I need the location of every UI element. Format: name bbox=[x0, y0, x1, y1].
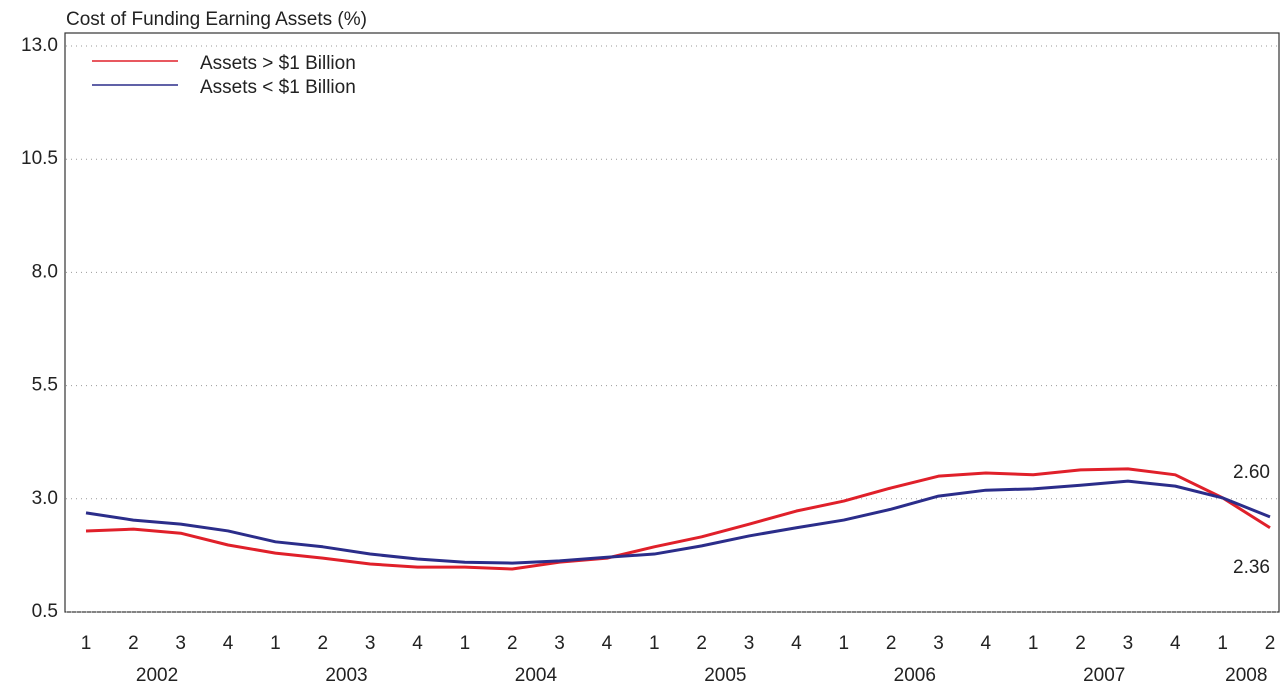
x-tick-label: 4 bbox=[981, 633, 992, 654]
year-label: 2008 bbox=[1225, 665, 1267, 686]
x-tick-label: 2 bbox=[128, 633, 139, 654]
x-tick-label: 2 bbox=[696, 633, 707, 654]
x-tick-label: 4 bbox=[602, 633, 613, 654]
y-tick-label: 3.0 bbox=[32, 488, 58, 509]
x-tick-label: 3 bbox=[365, 633, 376, 654]
x-tick-label: 3 bbox=[933, 633, 944, 654]
x-tick-label: 2 bbox=[1265, 633, 1276, 654]
x-tick-label: 2 bbox=[318, 633, 329, 654]
legend-label: Assets < $1 Billion bbox=[200, 77, 356, 98]
y-tick-label: 10.5 bbox=[21, 148, 58, 169]
x-tick-label: 1 bbox=[1217, 633, 1228, 654]
year-label: 2006 bbox=[894, 665, 936, 686]
y-tick-label: 8.0 bbox=[32, 261, 58, 282]
plot-frame bbox=[64, 32, 1280, 613]
value-label: 2.36 bbox=[1233, 557, 1270, 578]
y-tick-label: 0.5 bbox=[32, 601, 58, 622]
x-tick-label: 1 bbox=[649, 633, 660, 654]
x-tick-label: 3 bbox=[175, 633, 186, 654]
x-tick-label: 3 bbox=[744, 633, 755, 654]
x-tick-label: 1 bbox=[460, 633, 471, 654]
x-tick-label: 1 bbox=[81, 633, 92, 654]
x-tick-label: 2 bbox=[1075, 633, 1086, 654]
year-label: 2005 bbox=[704, 665, 746, 686]
year-label: 2007 bbox=[1083, 665, 1125, 686]
series-line bbox=[85, 467, 1271, 571]
x-tick-label: 4 bbox=[223, 633, 234, 654]
chart-title: Cost of Funding Earning Assets (%) bbox=[66, 9, 367, 30]
x-tick-label: 4 bbox=[1170, 633, 1181, 654]
x-tick-label: 4 bbox=[791, 633, 802, 654]
x-tick-label: 3 bbox=[554, 633, 565, 654]
y-tick-label: 13.0 bbox=[21, 35, 58, 56]
x-tick-label: 1 bbox=[270, 633, 281, 654]
x-tick-label: 1 bbox=[838, 633, 849, 654]
x-tick-label: 4 bbox=[412, 633, 423, 654]
series-line bbox=[85, 479, 1271, 565]
y-tick-label: 5.5 bbox=[32, 375, 58, 396]
year-label: 2004 bbox=[515, 665, 558, 686]
year-label: 2002 bbox=[136, 665, 178, 686]
year-label: 2003 bbox=[325, 665, 367, 686]
x-tick-label: 2 bbox=[886, 633, 897, 654]
x-tick-label: 3 bbox=[1123, 633, 1134, 654]
legend-label: Assets > $1 Billion bbox=[200, 53, 356, 74]
x-tick-label: 1 bbox=[1028, 633, 1039, 654]
value-label: 2.60 bbox=[1233, 462, 1270, 483]
x-tick-label: 2 bbox=[507, 633, 518, 654]
